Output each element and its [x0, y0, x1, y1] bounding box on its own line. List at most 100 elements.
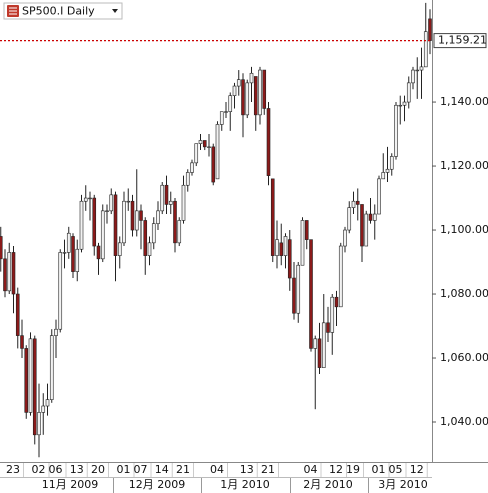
y-tick-label: 1,040.00 [440, 415, 488, 428]
candle-body [389, 156, 394, 170]
candle-body [300, 220, 305, 266]
candle-body [275, 239, 279, 256]
legend-box [3, 2, 123, 20]
legend-icon-lines [9, 7, 17, 15]
candle-body [164, 184, 169, 205]
candle-body [309, 239, 313, 349]
candle-body [245, 82, 250, 116]
candle-body [100, 210, 105, 260]
x-tick-label: 21 [176, 463, 190, 476]
candle-body [398, 104, 403, 107]
candle-body [411, 69, 415, 84]
candle-body [338, 245, 343, 308]
y-tick-label: 1,100.00 [440, 223, 488, 236]
y-tick-label: 1,080.00 [440, 287, 488, 300]
x-tick-label: 13 [240, 463, 254, 476]
last-price-label: 1,159.21 [438, 34, 487, 47]
candle-body [62, 252, 67, 254]
candle-body [117, 242, 122, 256]
candle-body [92, 197, 97, 247]
candle-body [173, 200, 177, 244]
candle-body [37, 412, 41, 436]
candle-body [3, 258, 7, 292]
candle-body [49, 335, 54, 400]
candle-body [7, 252, 12, 292]
candle-body [258, 69, 262, 116]
candle-body [321, 322, 326, 368]
candle-body [262, 69, 267, 109]
x-month-label: 3月 2010 [378, 478, 428, 491]
candle-body [423, 31, 428, 68]
candle-body [177, 220, 182, 244]
candle-body [11, 252, 16, 295]
chart-title: SP500.I Daily [22, 5, 95, 18]
x-tick-label: 02 [32, 463, 46, 476]
x-tick-label: 04 [304, 463, 318, 476]
candle-body [266, 108, 271, 176]
candle-body [287, 239, 292, 279]
candle-body [15, 293, 20, 336]
candle-body [394, 104, 398, 157]
candle-body [109, 194, 114, 212]
x-tick-label: 07 [134, 463, 148, 476]
candle-body [360, 204, 364, 247]
candle-body [304, 220, 309, 240]
candle-body [105, 210, 109, 212]
candle-body [32, 338, 37, 436]
candle-body [151, 223, 156, 244]
candle-body [270, 178, 275, 256]
x-month-label: 11月 2009 [42, 478, 99, 491]
x-tick-label: 23 [6, 463, 20, 476]
candle-body [236, 79, 241, 87]
y-tick-label: 1,120.00 [440, 159, 488, 172]
candle-body [126, 200, 131, 203]
candle-body [428, 18, 432, 41]
candle-body [296, 264, 301, 314]
candle-body [368, 213, 373, 221]
candle-body [355, 200, 360, 205]
candle-body [143, 220, 148, 256]
candle-body [113, 194, 118, 256]
candle-body [202, 140, 207, 148]
x-month-label: 2月 2010 [303, 478, 353, 491]
candle-body [215, 124, 220, 180]
candle-body [330, 296, 335, 333]
x-tick-label: 12 [410, 463, 424, 476]
candle-body [381, 172, 386, 180]
y-tick-label: 1,140.00 [440, 95, 488, 108]
candle-body [402, 101, 407, 106]
legend-dropdown[interactable] [112, 9, 118, 13]
candle-body [168, 200, 173, 205]
candle-body [24, 348, 29, 413]
x-tick-label: 04 [210, 463, 224, 476]
x-tick-label: 12 [329, 463, 343, 476]
candle-body [83, 197, 88, 202]
y-tick-label: 1,060.00 [440, 351, 488, 364]
candle-body [224, 111, 228, 113]
candle-body [334, 296, 339, 308]
candle-body [20, 335, 24, 349]
candle-body [0, 236, 3, 260]
candle-body [211, 146, 216, 183]
candle-body [185, 172, 190, 186]
candle-body [122, 200, 126, 244]
candle-body [415, 69, 420, 72]
candle-body [317, 338, 322, 368]
candle-body [347, 207, 352, 231]
candle-body [160, 184, 165, 212]
candle-body [134, 210, 139, 231]
candle-body [190, 162, 194, 173]
candle-body [385, 168, 390, 173]
candle-body [232, 85, 237, 96]
candle-body [71, 236, 75, 272]
candle-body [241, 79, 245, 116]
candle-body [364, 213, 369, 247]
x-tick-label: 13 [70, 463, 84, 476]
legend[interactable]: SP500.I Daily [3, 2, 123, 20]
candle-body [75, 248, 80, 272]
x-tick-label: 21 [261, 463, 275, 476]
x-tick-label: 01 [117, 463, 131, 476]
candle-body [406, 82, 411, 103]
